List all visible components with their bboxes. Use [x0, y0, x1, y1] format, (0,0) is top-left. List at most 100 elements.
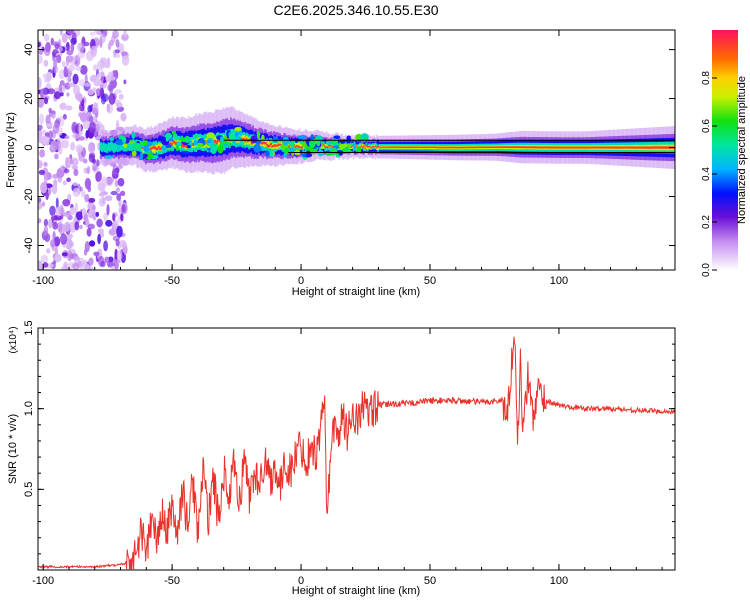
- spectrogram-noise-blob: [93, 251, 100, 257]
- spectrogram-ridge-cell: [372, 145, 374, 147]
- spectrogram-noise-blob: [70, 141, 76, 151]
- spectrogram-ridge-cell: [253, 139, 256, 147]
- spectrogram-noise-blob: [55, 197, 59, 209]
- spectrogram-ridge-cell: [111, 142, 114, 152]
- spectrogram-noise-blob: [56, 206, 61, 217]
- spectrogram-ridge-cell: [329, 144, 332, 147]
- spectrogram-ridge-cell: [593, 146, 596, 149]
- spectrogram-noise-blob: [42, 262, 49, 268]
- spectrogram-ridge-cell: [105, 143, 107, 153]
- spectrogram-ridge-cell: [588, 146, 591, 149]
- spectrogram-ridge-blob: [302, 141, 307, 148]
- spectrogram-ridge-cell: [405, 146, 408, 148]
- spectrogram-noise-blob: [81, 190, 86, 198]
- spectrogram-ridge-cell: [388, 146, 391, 148]
- spectrogram-noise-blob: [76, 93, 83, 102]
- spectrogram-noise-blob: [38, 77, 42, 89]
- spectrogram-noise-blob: [96, 218, 103, 228]
- spectrogram-ridge-cell: [605, 146, 608, 149]
- spectrogram-ridge-cell: [185, 144, 187, 148]
- spectrogram-ridge-cell: [609, 146, 612, 149]
- spectrogram-ridge-blob: [115, 139, 125, 146]
- spectrogram-noise-blob: [45, 71, 52, 82]
- spectrogram-noise-blob: [78, 103, 82, 112]
- spectrogram-noise-blob: [71, 32, 77, 44]
- spectrogram-noise-blob: [66, 177, 71, 183]
- spectrogram-noise-blob: [123, 79, 127, 85]
- spectrogram-noise-blob: [67, 250, 73, 262]
- spectrogram-noise-blob: [63, 66, 68, 78]
- x-tick-label: 0: [298, 575, 304, 587]
- spectrogram-ridge-cell: [170, 138, 173, 146]
- spectrogram-ridge-cell: [513, 146, 516, 148]
- colorbar-tick-label: 0.8: [701, 71, 712, 85]
- spectrogram-ridge-cell: [601, 146, 604, 149]
- spectrogram-ridge-cell: [326, 146, 329, 148]
- spectrogram-noise-blob: [110, 190, 118, 196]
- spectrogram-ridge-cell: [295, 145, 298, 147]
- spectrogram-ridge-cell: [119, 141, 122, 152]
- spectrogram-ridge-blob: [333, 135, 341, 139]
- spectrogram-noise-blob: [38, 49, 44, 55]
- spectrogram-noise-blob: [114, 179, 119, 187]
- spectrogram-noise-blob: [92, 162, 97, 172]
- spectrogram-ridge-cell: [508, 146, 511, 148]
- colorbar-tick-label: 0.6: [701, 119, 712, 133]
- spectrogram-ridge-cell: [115, 141, 118, 152]
- x-tick-label: -100: [32, 275, 54, 287]
- spectrogram-ridge-cell: [493, 146, 496, 148]
- spectrogram-noise-blob: [116, 250, 123, 261]
- spectrogram-ridge-cell: [377, 146, 379, 150]
- snr-y-multiplier: (x10⁴): [8, 326, 19, 353]
- x-tick-label: -50: [164, 275, 180, 287]
- spectrogram-noise-blob: [44, 132, 51, 138]
- spectrogram-noise-blob: [103, 240, 108, 252]
- spectrogram-ridge-cell: [633, 146, 636, 149]
- spectrogram-noise-blob: [43, 97, 49, 105]
- spectrogram-ridge-cell: [491, 146, 494, 148]
- spectrogram-ridge-blob: [356, 146, 362, 153]
- spectrogram-ridge-cell: [415, 146, 418, 148]
- spectrogram-ridge-cell: [521, 146, 524, 149]
- spectrogram-ridge-blob: [342, 147, 351, 153]
- spectrogram-ridge-cell: [99, 141, 102, 151]
- spectrogram-ridge-cell: [606, 146, 609, 149]
- spectrogram-noise-blob: [65, 55, 70, 67]
- spectrogram-ridge-cell: [395, 146, 398, 148]
- spectrogram-ridge-cell: [476, 146, 479, 148]
- spectrogram-ridge-cell: [577, 146, 579, 149]
- spectrogram-ridge-blob: [261, 134, 265, 141]
- spectrogram-ridge-cell: [297, 145, 300, 148]
- spectrogram-ridge-cell: [640, 146, 643, 149]
- spectrogram-noise-blob: [95, 211, 100, 217]
- spectrogram-ridge-cell: [150, 147, 153, 150]
- spectrogram-ridge-cell: [524, 146, 526, 149]
- spectrogram-ridge-cell: [486, 146, 489, 148]
- spectrogram-ridge-blob: [164, 132, 173, 139]
- spectrogram-noise-blob: [111, 168, 119, 180]
- spectrogram-ridge-cell: [663, 146, 666, 149]
- spectrogram-ridge-cell: [154, 146, 156, 153]
- spectrogram-ridge-cell: [647, 146, 650, 149]
- spectrogram-ridge-cell: [268, 144, 271, 147]
- spectrogram-ridge-blob: [131, 150, 137, 157]
- spectrogram-ridge-cell: [397, 146, 400, 148]
- spectrogram-noise-blob: [112, 30, 119, 39]
- spectrogram-ridge-cell: [589, 146, 592, 149]
- spectrogram-ridge-cell: [664, 146, 667, 149]
- spectrogram-noise-blob: [50, 140, 58, 152]
- spectrogram-noise-blob: [105, 75, 110, 82]
- spectrogram-ridge-cell: [214, 140, 217, 144]
- spectrogram-noise-blob: [50, 215, 56, 221]
- spectrogram-noise-blob: [117, 177, 125, 187]
- spectrogram-ridge-cell: [502, 146, 505, 148]
- spectrogram-ridge-blob: [176, 141, 182, 147]
- spectrogram-ridge-cell: [637, 146, 640, 149]
- spectrogram-noise-blob: [40, 182, 48, 194]
- spectrogram-ridge-cell: [328, 144, 330, 146]
- spectrogram-noise-blob: [97, 228, 104, 234]
- spectrogram-noise-blob: [64, 105, 73, 111]
- spectrogram-noise-blob: [92, 64, 97, 71]
- spectrogram-ridge-cell: [373, 146, 376, 148]
- snr-x-ticks: -100 -50 0 50 100: [32, 328, 663, 587]
